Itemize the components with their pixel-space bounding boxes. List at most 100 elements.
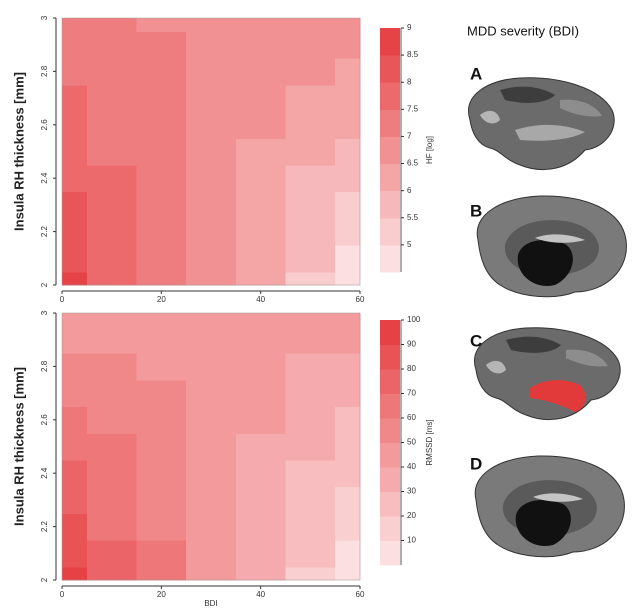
contour-cell (285, 353, 336, 381)
colorbar-band (380, 393, 400, 419)
contour-cell (186, 218, 237, 246)
panel-label: A (470, 64, 482, 83)
contour-cell (285, 513, 336, 541)
contour-cell (235, 218, 287, 246)
contour-cell (235, 353, 287, 381)
contour-cell (186, 459, 237, 488)
contour-cell (285, 58, 336, 86)
brain-panels: MDD severity (BDI) A B C D (467, 23, 627, 558)
x-tick-label: 60 (356, 295, 365, 304)
contour-cell (285, 191, 336, 219)
contour-cell (186, 18, 237, 32)
contour-cell (62, 406, 88, 434)
contour-cell (235, 459, 287, 488)
contour-cell (136, 111, 187, 139)
contour-cell (235, 164, 287, 193)
contour-cell (335, 271, 361, 286)
contour-cell (186, 111, 237, 139)
contour-cell (335, 486, 361, 514)
contour-cell (62, 433, 88, 461)
contour-cell (235, 313, 287, 327)
brain-medial (476, 195, 627, 298)
colorbar-tick-label: 5 (407, 240, 412, 249)
contour-cell (86, 84, 138, 113)
contour-cell (86, 31, 138, 59)
contour-cell (62, 271, 88, 286)
contour-cell (62, 539, 88, 568)
contour-cell (62, 566, 88, 581)
colorbar-tick-label: 80 (407, 364, 416, 373)
contour-cell (62, 459, 88, 488)
contour-cell (62, 513, 88, 541)
contour-cell (136, 459, 187, 488)
contour-cell (136, 539, 187, 568)
contour-cell (335, 111, 361, 139)
contour-cell (136, 353, 187, 381)
contour-cell (86, 164, 138, 193)
y-tick-label: 2.8 (40, 65, 49, 77)
y-axis-label: Insula RH thickness [mm] (11, 72, 26, 231)
contour-cell (235, 406, 287, 434)
contour-cell (235, 191, 287, 219)
colorbar-tick-label: 50 (407, 438, 416, 447)
contour-cell (86, 539, 138, 568)
colorbar-tick-label: 7 (407, 132, 412, 141)
contour-cell (335, 459, 361, 488)
y-tick-label: 2 (40, 282, 49, 287)
contour-cell (235, 138, 287, 166)
x-tick-label: 20 (157, 295, 166, 304)
contour-cell (285, 406, 336, 434)
contour-cell (136, 138, 187, 166)
contour-cell (86, 326, 138, 354)
contour-cell (62, 244, 88, 273)
contour-cell (136, 271, 187, 286)
contour-cell (285, 486, 336, 514)
contour-cell (285, 164, 336, 193)
contour-cell (186, 271, 237, 286)
contour-cell (136, 406, 187, 434)
contour-cell (285, 218, 336, 246)
x-axis-label: BDI (204, 599, 217, 608)
contour-cell (186, 353, 237, 381)
colorbar-band (380, 109, 400, 137)
panel-label: D (470, 454, 482, 473)
contour-cell (285, 566, 336, 581)
contour-cell (62, 191, 88, 219)
contour-cell (86, 138, 138, 166)
y-axis-label: Insula RH thickness [mm] (11, 367, 26, 526)
contour-cell (136, 486, 187, 514)
contour-cell (335, 326, 361, 354)
contour-cell (285, 271, 336, 286)
y-tick-label: 2.6 (40, 414, 49, 426)
contour-cell (335, 379, 361, 408)
x-tick-label: 40 (256, 295, 265, 304)
contour-cell (285, 326, 336, 354)
y-tick-label: 2.2 (40, 520, 49, 532)
contour-cell (186, 58, 237, 86)
contour-cell (136, 326, 187, 354)
contour-cell (335, 58, 361, 86)
colorbar-tick-label: 30 (407, 487, 416, 496)
colorbar-band (380, 82, 400, 110)
contour-cell (186, 539, 237, 568)
y-tick-label: 2.2 (40, 225, 49, 237)
x-tick-label: 0 (60, 590, 65, 599)
brain-lateral (468, 77, 615, 171)
contour-cell (136, 58, 187, 86)
contour-cell (235, 566, 287, 581)
y-tick-label: 2.4 (40, 467, 49, 479)
x-tick-label: 0 (60, 295, 65, 304)
colorbar-band (380, 136, 400, 165)
contour-cell (86, 111, 138, 139)
colorbar-tick-label: 20 (407, 511, 416, 520)
colorbar-band (380, 344, 400, 370)
colorbar-tick-label: 6 (407, 186, 412, 195)
contour-cell (62, 58, 88, 86)
y-tick-label: 2 (40, 577, 49, 582)
colorbar-band (380, 467, 400, 492)
contour-cell (335, 566, 361, 581)
y-tick-label: 2.4 (40, 172, 49, 184)
contour-cell (235, 31, 287, 59)
contour-cell (62, 164, 88, 193)
